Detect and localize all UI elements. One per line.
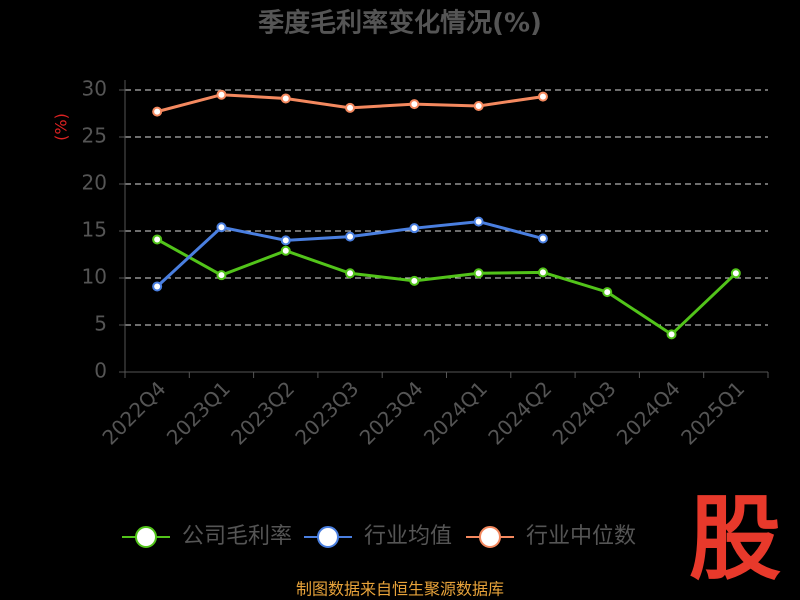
data-point — [473, 216, 484, 227]
y-tick-label: 25 — [82, 124, 107, 148]
data-point — [345, 231, 356, 242]
data-point — [409, 223, 420, 234]
legend-marker — [317, 526, 339, 548]
data-point — [409, 99, 420, 110]
data-point — [152, 281, 163, 292]
data-point — [216, 222, 227, 233]
y-tick-label: 20 — [82, 171, 107, 195]
data-point — [473, 268, 484, 279]
source-note: 制图数据来自恒生聚源数据库 — [296, 580, 504, 599]
y-tick-label: 5 — [94, 312, 107, 336]
data-point — [345, 268, 356, 279]
data-point — [602, 287, 613, 298]
y-tick-label: 0 — [94, 359, 107, 383]
legend-label: 行业中位数 — [526, 524, 636, 549]
data-point — [537, 91, 548, 102]
y-axis-label: (%) — [52, 113, 71, 141]
y-tick-label: 15 — [82, 218, 107, 242]
data-point — [216, 270, 227, 281]
legend-label: 行业均值 — [364, 524, 452, 549]
data-point — [730, 268, 741, 279]
chart-title: 季度毛利率变化情况(%) — [258, 8, 542, 39]
data-point — [409, 275, 420, 286]
legend-label: 公司毛利率 — [182, 524, 292, 549]
y-tick-label: 10 — [82, 265, 107, 289]
data-point — [280, 245, 291, 256]
data-point — [216, 89, 227, 100]
data-point — [280, 235, 291, 246]
data-point — [345, 102, 356, 113]
series-line — [156, 238, 737, 337]
data-point — [537, 233, 548, 244]
data-point — [152, 234, 163, 245]
data-point — [280, 93, 291, 104]
data-point — [152, 106, 163, 117]
data-point — [666, 329, 677, 340]
data-point — [473, 100, 484, 111]
legend-marker — [479, 526, 501, 548]
watermark: 股 — [689, 485, 781, 592]
data-point — [537, 267, 548, 278]
legend-marker — [135, 526, 157, 548]
y-tick-label: 30 — [82, 77, 107, 101]
